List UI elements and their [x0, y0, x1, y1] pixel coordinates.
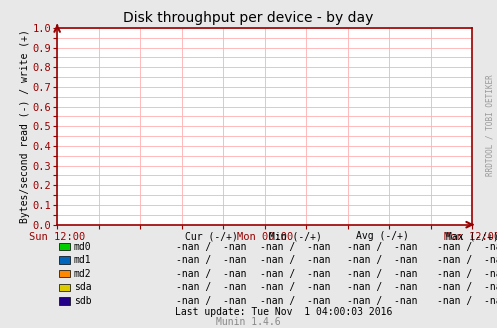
- Text: -nan /  -nan: -nan / -nan: [176, 269, 247, 279]
- Text: RRDTOOL / TOBI OETIKER: RRDTOOL / TOBI OETIKER: [485, 74, 494, 175]
- Text: Cur (-/+): Cur (-/+): [185, 231, 238, 241]
- Text: -nan /  -nan: -nan / -nan: [176, 255, 247, 265]
- Text: -nan /  -nan: -nan / -nan: [437, 296, 497, 306]
- Text: -nan /  -nan: -nan / -nan: [260, 296, 331, 306]
- Text: Last update: Tue Nov  1 04:00:03 2016: Last update: Tue Nov 1 04:00:03 2016: [174, 307, 392, 317]
- Text: -nan /  -nan: -nan / -nan: [347, 269, 418, 279]
- Text: -nan /  -nan: -nan / -nan: [260, 242, 331, 252]
- Text: -nan /  -nan: -nan / -nan: [437, 269, 497, 279]
- Text: -nan /  -nan: -nan / -nan: [347, 282, 418, 292]
- Text: Max (-/+): Max (-/+): [446, 231, 497, 241]
- Text: sdb: sdb: [74, 296, 91, 306]
- Text: -nan /  -nan: -nan / -nan: [260, 269, 331, 279]
- Text: -nan /  -nan: -nan / -nan: [437, 255, 497, 265]
- Text: md2: md2: [74, 269, 91, 279]
- Text: Disk throughput per device - by day: Disk throughput per device - by day: [123, 11, 374, 26]
- Text: -nan /  -nan: -nan / -nan: [347, 242, 418, 252]
- Text: -nan /  -nan: -nan / -nan: [176, 296, 247, 306]
- Text: -nan /  -nan: -nan / -nan: [437, 242, 497, 252]
- Text: -nan /  -nan: -nan / -nan: [176, 242, 247, 252]
- Text: -nan /  -nan: -nan / -nan: [437, 282, 497, 292]
- Text: -nan /  -nan: -nan / -nan: [260, 255, 331, 265]
- Text: Avg (-/+): Avg (-/+): [356, 231, 409, 241]
- Text: Min (-/+): Min (-/+): [269, 231, 322, 241]
- Text: -nan /  -nan: -nan / -nan: [176, 282, 247, 292]
- Text: md0: md0: [74, 242, 91, 252]
- Text: Munin 1.4.6: Munin 1.4.6: [216, 317, 281, 327]
- Text: md1: md1: [74, 255, 91, 265]
- Text: sda: sda: [74, 282, 91, 292]
- Text: -nan /  -nan: -nan / -nan: [260, 282, 331, 292]
- Text: -nan /  -nan: -nan / -nan: [347, 296, 418, 306]
- Text: -nan /  -nan: -nan / -nan: [347, 255, 418, 265]
- Y-axis label: Bytes/second read (-) / write (+): Bytes/second read (-) / write (+): [20, 29, 30, 223]
